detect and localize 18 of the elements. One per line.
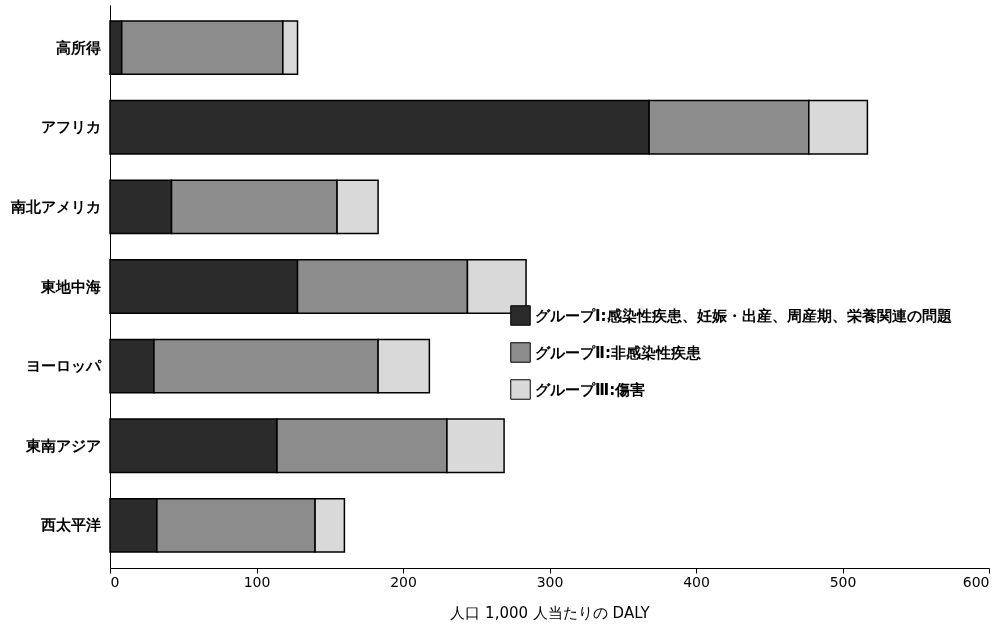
x-tick-label: 0	[110, 573, 120, 590]
legend-label: グループⅡ:非感染性疾患	[535, 343, 702, 362]
x-tick-label: 300	[536, 573, 564, 590]
legend-label: グループⅠ:感染性疾患、妊娠・出産、周産期、栄養関連の問題	[535, 306, 952, 325]
x-tick-label: 400	[683, 573, 710, 590]
y-tick-label: 高所得	[55, 38, 101, 57]
y-tick-label: ヨーロッパ	[25, 357, 102, 376]
y-tick-label: アフリカ	[40, 118, 101, 137]
y-tick-label: 西太平洋	[39, 516, 101, 535]
y-tick-label: 東南アジア	[24, 436, 101, 455]
y-tick-label: 南北アメリカ	[9, 197, 101, 216]
x-tick-label: 500	[829, 573, 857, 590]
x-tick-label: 100	[243, 573, 271, 590]
x-axis-title: 人口 1,000 人当たりの DALY	[450, 603, 651, 622]
legend-label: グループⅢ:傷害	[535, 380, 646, 399]
x-tick-label: 200	[390, 573, 417, 590]
y-tick-label: 東地中海	[39, 277, 101, 296]
x-tick-label: 600	[962, 573, 990, 590]
